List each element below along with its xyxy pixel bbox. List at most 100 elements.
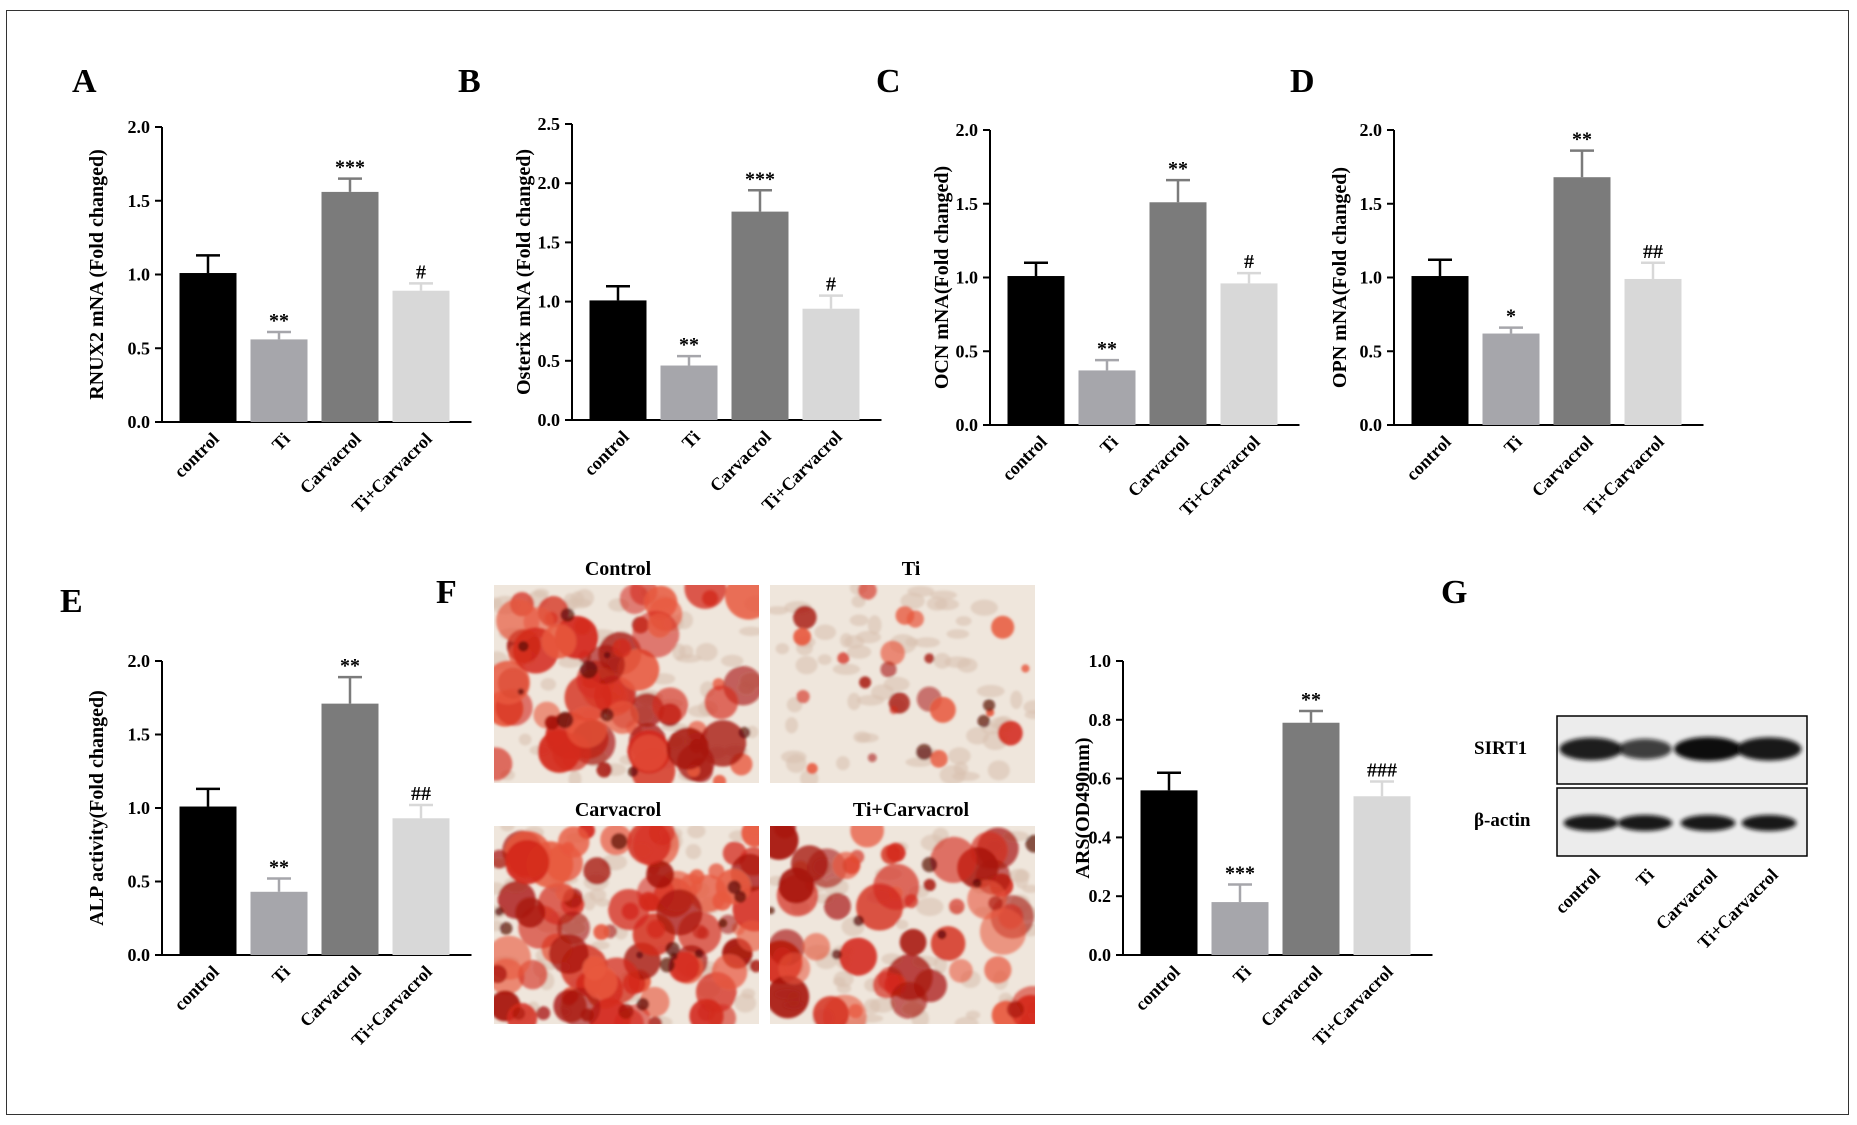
chart-panel-a: A 0.0 0.5 1.0 1.5 2.0 RNUX2 mNA (Fold changed)… <box>72 63 472 517</box>
stain-title-ti-carvacrol: Ti+Carvacrol <box>853 799 970 821</box>
bar-ti-carvacrol <box>1220 283 1278 425</box>
band-sirt1 <box>1736 737 1802 761</box>
panel-letter-d: D <box>1290 63 1315 100</box>
y-tick-label: 0.0 <box>1360 415 1383 435</box>
category-label: Carvacrol <box>1257 962 1326 1031</box>
bar-control <box>589 300 647 420</box>
y-tick-label: 1.0 <box>1360 268 1383 288</box>
band-label-actin: β-actin <box>1474 810 1531 831</box>
bar-ti-carvacrol <box>392 290 450 422</box>
bar-ti <box>1078 370 1136 425</box>
y-tick-label: 2.0 <box>128 651 151 671</box>
y-axis-label: OCN mNA(Fold changed) <box>931 166 953 389</box>
y-tick-label: 1.5 <box>538 232 561 252</box>
band-sirt1 <box>1618 738 1672 760</box>
significance-label: ** <box>1572 129 1592 151</box>
panel-g-western-blot: G SIRT1 β-actin control TiCarvacrolTi+Car… <box>1441 574 1808 953</box>
y-tick-label: 0.0 <box>956 415 979 435</box>
y-tick-label: 0.2 <box>1089 886 1112 906</box>
category-label: Ti <box>1096 432 1122 458</box>
band-actin <box>1617 815 1673 831</box>
y-tick-label: 2.5 <box>538 114 561 134</box>
bar-ti <box>250 891 308 955</box>
category-label: control <box>998 432 1051 485</box>
bar-ti-carvacrol <box>1624 278 1682 425</box>
y-tick-label: 2.0 <box>538 173 561 193</box>
bar-carvacrol <box>321 191 379 422</box>
band-actin <box>1741 815 1797 831</box>
y-tick-label: 0.5 <box>538 351 561 371</box>
bar-ti-carvacrol <box>392 818 450 955</box>
category-label: Carvacrol <box>296 962 365 1031</box>
significance-label: # <box>416 261 426 283</box>
y-axis-label: ARS(OD490nm) <box>1072 737 1094 878</box>
category-label: Ti <box>1229 962 1255 988</box>
bar-control <box>1140 790 1198 955</box>
bar-control <box>1411 276 1469 425</box>
panel-letter-b: B <box>458 63 481 100</box>
chart-panel-d: D 0.0 0.5 1.0 1.5 2.0 OPN mNA(Fold changed) con… <box>1290 63 1704 520</box>
y-tick-label: 0.5 <box>956 341 979 361</box>
significance-label: ## <box>1643 241 1663 263</box>
bar-carvacrol <box>731 211 789 420</box>
y-tick-label: 1.5 <box>128 191 151 211</box>
category-label: Carvacrol <box>1528 432 1597 501</box>
stain-image-control <box>494 585 759 783</box>
y-tick-label: 0.4 <box>1089 827 1112 847</box>
category-label: control <box>1402 432 1455 485</box>
stain-title-ti: Ti <box>902 558 921 580</box>
y-tick-label: 1.0 <box>538 292 561 312</box>
band-label-sirt1: SIRT1 <box>1474 738 1527 759</box>
y-tick-label: 2.0 <box>128 117 151 137</box>
category-label: Carvacrol <box>1124 432 1193 501</box>
significance-label: ** <box>269 310 289 332</box>
bar-control <box>1007 276 1065 425</box>
significance-label: ### <box>1367 760 1397 782</box>
bar-carvacrol <box>1282 722 1340 955</box>
significance-label: ## <box>411 783 431 805</box>
category-label: control <box>580 427 633 480</box>
stain-image-ti-carvacrol <box>770 826 1035 1024</box>
significance-label: * <box>1506 306 1516 328</box>
panel-f-stains: F Control Ti Carvacrol Ti+Carvacrol <box>436 558 1035 1024</box>
y-tick-label: 1.0 <box>128 265 151 285</box>
blot-lane-label: control <box>1551 865 1604 918</box>
category-label: Ti <box>1500 432 1526 458</box>
y-tick-label: 0.0 <box>1089 945 1112 965</box>
y-tick-label: 2.0 <box>956 120 979 140</box>
band-actin <box>1563 815 1619 831</box>
chart-panel-e: E 0.0 0.5 1.0 1.5 2.0 ALP activity(Fold change… <box>60 583 472 1050</box>
blot-lane-label: Ti <box>1632 865 1658 891</box>
significance-label: ** <box>340 655 360 677</box>
y-axis-label: Osterix mNA (Fold changed) <box>513 149 535 395</box>
bar-ti <box>1211 902 1269 955</box>
y-axis-label: RNUX2 mNA (Fold changed) <box>86 149 108 400</box>
stain-title-control: Control <box>585 558 652 580</box>
category-label: control <box>1131 962 1184 1015</box>
panel-letter-e: E <box>60 583 83 620</box>
y-tick-label: 1.5 <box>128 725 151 745</box>
category-label: Carvacrol <box>296 429 365 498</box>
bar-carvacrol <box>321 703 379 955</box>
significance-label: *** <box>1225 862 1255 884</box>
panel-letter-c: C <box>876 63 901 100</box>
blot-bands <box>1559 737 1802 831</box>
significance-label: ** <box>1301 689 1321 711</box>
panel-letter-f: F <box>436 574 457 611</box>
significance-label: ** <box>1097 338 1117 360</box>
band-actin <box>1680 815 1736 831</box>
significance-label: # <box>1244 251 1254 273</box>
y-tick-label: 1.0 <box>128 798 151 818</box>
significance-label: ** <box>679 334 699 356</box>
y-tick-label: 0.0 <box>128 412 151 432</box>
bar-control <box>179 273 237 422</box>
significance-label: # <box>826 274 836 296</box>
category-label: Ti <box>268 429 294 455</box>
y-tick-label: 0.6 <box>1089 769 1112 789</box>
y-tick-label: 0.0 <box>538 410 561 430</box>
y-tick-label: 0.5 <box>1360 341 1383 361</box>
significance-label: *** <box>745 168 775 190</box>
